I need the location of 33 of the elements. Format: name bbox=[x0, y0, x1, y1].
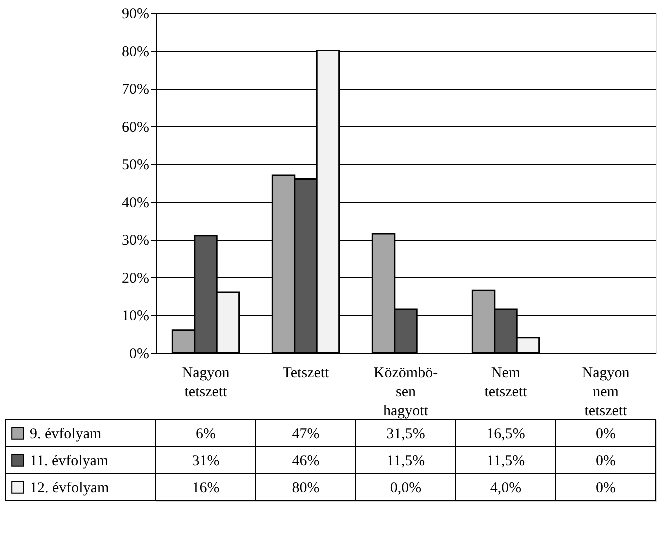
legend-label: 11. évfolyam bbox=[30, 454, 109, 470]
y-tick-label: 0% bbox=[130, 346, 150, 362]
x-tick-label: Nagyon nem tetszett bbox=[582, 366, 630, 420]
y-tick-label: 10% bbox=[122, 308, 150, 325]
legend-label: 9. évfolyam bbox=[30, 426, 102, 442]
data-label: 46% bbox=[292, 454, 320, 470]
data-label: 6% bbox=[196, 426, 216, 442]
data-label: 47% bbox=[292, 426, 320, 442]
data-label: 0% bbox=[596, 426, 616, 442]
y-tick-label: 20% bbox=[122, 270, 150, 287]
data-label: 31% bbox=[192, 454, 220, 470]
data-label: 11,5% bbox=[486, 454, 526, 470]
y-tick-label: 90% bbox=[122, 6, 150, 22]
data-label: 31,5% bbox=[386, 426, 426, 442]
data-label: 0,0% bbox=[390, 480, 422, 496]
y-tick-label: 70% bbox=[122, 82, 150, 98]
x-tick-label: Tetszett bbox=[282, 366, 330, 382]
data-label: 16,5% bbox=[486, 426, 526, 442]
legend-label: 12. évfolyam bbox=[30, 480, 110, 496]
y-tick-label: 80% bbox=[122, 44, 150, 60]
data-label: 16% bbox=[192, 480, 220, 496]
y-tick-label: 30% bbox=[122, 233, 150, 250]
data-label: 0% bbox=[596, 480, 616, 496]
x-tick-label: Nem tetszett bbox=[484, 366, 528, 400]
data-label: 4,0% bbox=[490, 480, 522, 496]
data-label: 11,5% bbox=[386, 454, 426, 470]
y-tick-label: 40% bbox=[122, 195, 150, 212]
data-label: 0% bbox=[596, 454, 616, 470]
x-tick-label: Közömbö-sen hagyott bbox=[374, 366, 438, 420]
y-tick-label: 50% bbox=[122, 158, 150, 174]
data-label: 80% bbox=[292, 480, 320, 496]
y-tick-label: 60% bbox=[122, 120, 150, 136]
x-tick-label: Nagyon tetszett bbox=[182, 366, 230, 400]
